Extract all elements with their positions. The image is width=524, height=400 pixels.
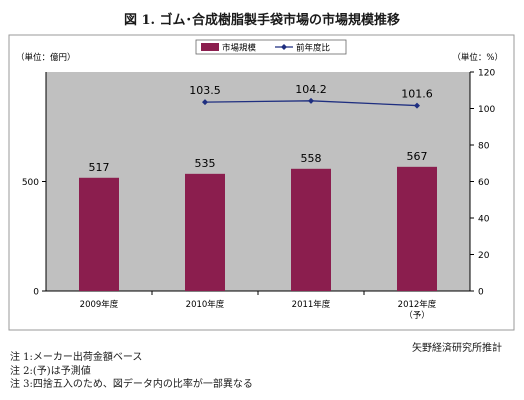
y-right-tick-label: 20	[478, 251, 490, 261]
bar-value-label: 517	[89, 161, 110, 174]
footnote-1: 注 1:メーカー出荷金額ベース	[10, 352, 143, 363]
source-note: 矢野経済研究所推計	[412, 343, 502, 354]
y-right-tick-label: 120	[478, 69, 495, 79]
line-series	[202, 97, 420, 109]
legend-marker-line	[281, 44, 287, 50]
legend: 市場規模 前年度比	[195, 39, 347, 55]
bar-value-label: 558	[301, 152, 322, 165]
legend-label-bar: 市場規模	[222, 43, 257, 54]
footnote-2: 注 2:(予)は予測値	[10, 365, 91, 377]
footnotes: 注 1:メーカー出荷金額ベース 注 2:(予)は予測値 注 3:四捨五入のため、…	[10, 351, 253, 392]
bar-value-label: 567	[407, 150, 428, 163]
bar	[397, 166, 437, 291]
legend-label-line: 前年度比	[296, 43, 330, 54]
legend-box	[195, 39, 347, 55]
line-value-label: 104.2	[295, 83, 327, 96]
bar	[291, 168, 331, 291]
y-left-unit-label: （単位：億円）	[16, 52, 76, 63]
bar-value-label: 535	[195, 157, 216, 170]
y-right-tick-label: 0	[478, 288, 484, 298]
line-marker	[202, 99, 208, 106]
x-tick-label: 2012年度	[398, 299, 437, 310]
y-right-tick-label: 40	[478, 215, 490, 225]
y-right-unit-label: （単位：%）	[452, 52, 503, 63]
x-tick-label: 2009年度	[80, 299, 119, 310]
y-right-tick-label: 80	[478, 142, 490, 152]
y-right-tick-label: 100	[478, 105, 495, 115]
footnote-3: 注 3:四捨五入のため、図データ内の比率が一部異なる	[10, 379, 253, 390]
figure-title: 図 1. ゴム･合成樹脂製手袋市場の市場規模推移	[123, 13, 401, 28]
x-tick-label: 2011年度	[292, 299, 331, 310]
line-value-label: 103.5	[189, 84, 221, 97]
bar	[79, 177, 119, 291]
y-left-tick-label: 0	[33, 288, 39, 298]
x-tick-label: （予）	[404, 310, 430, 321]
legend-swatch-bar	[201, 43, 219, 51]
line-marker	[414, 102, 420, 109]
line-value-label: 101.6	[401, 88, 433, 101]
x-tick-label: 2010年度	[186, 299, 225, 310]
bar-series	[79, 166, 437, 291]
line-marker	[308, 97, 314, 104]
y-left-tick-label: 500	[22, 178, 39, 188]
data-labels: 517 535 558 567 103.5 104.2 101.6	[89, 83, 433, 174]
y-right-tick-label: 60	[478, 178, 490, 188]
bar	[185, 173, 225, 291]
